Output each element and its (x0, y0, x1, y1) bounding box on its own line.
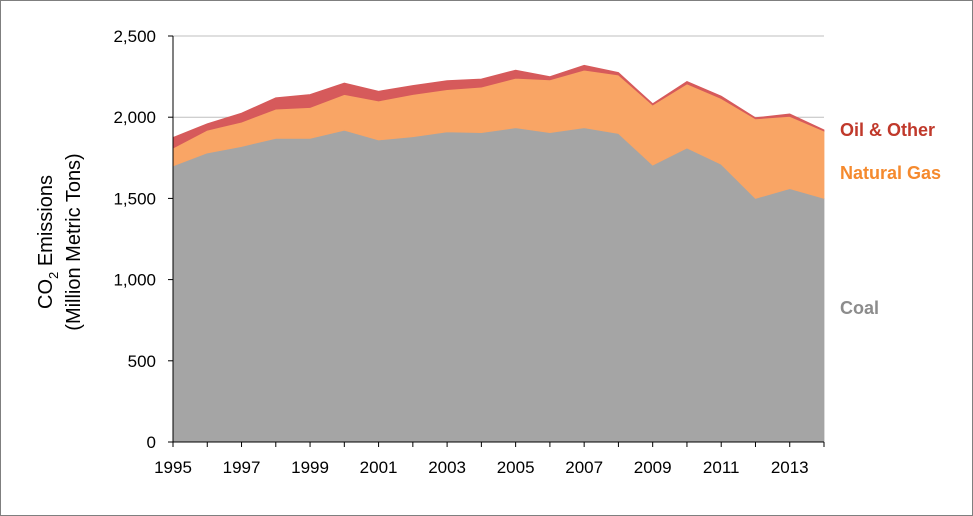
x-tick-label: 2009 (634, 458, 672, 477)
y-tick-labels: 0 500 1,000 1,500 2,000 2,500 (113, 27, 156, 452)
area-coal (172, 127, 825, 443)
x-tick-label: 2005 (497, 458, 535, 477)
y-tick-label: 2,500 (113, 27, 156, 46)
legend-label-coal: Coal (840, 298, 879, 318)
x-tick-label: 1995 (154, 458, 192, 477)
x-tick-label: 2011 (703, 458, 740, 477)
axes (168, 35, 825, 447)
x-tick-label: 2003 (428, 458, 466, 477)
area-oil-other (172, 64, 825, 149)
y-tick-label: 500 (128, 352, 156, 371)
legend-label-oil-other: Oil & Other (840, 120, 935, 140)
y-tick-label: 1,500 (113, 189, 156, 208)
y-tick-label: 1,000 (113, 271, 156, 290)
y-axis-label: CO2 Emissions (35, 175, 61, 309)
x-tick-label: 2013 (771, 458, 809, 477)
x-tick-labels: 1995 1997 1999 2001 2003 2005 2007 2009 2011 2013 (154, 458, 809, 477)
x-tick-label: 1999 (291, 458, 329, 477)
x-tick-label: 2001 (360, 458, 398, 477)
legend-label-natural-gas: Natural Gas (840, 163, 941, 183)
y-tick-label: 2,000 (113, 108, 156, 127)
x-tick-label: 2007 (565, 458, 603, 477)
y-tick-label: 0 (147, 433, 156, 452)
x-tick-label: 1997 (223, 458, 261, 477)
y-axis-label-units: (Million Metric Tons) (63, 153, 85, 330)
area-series (172, 64, 825, 443)
